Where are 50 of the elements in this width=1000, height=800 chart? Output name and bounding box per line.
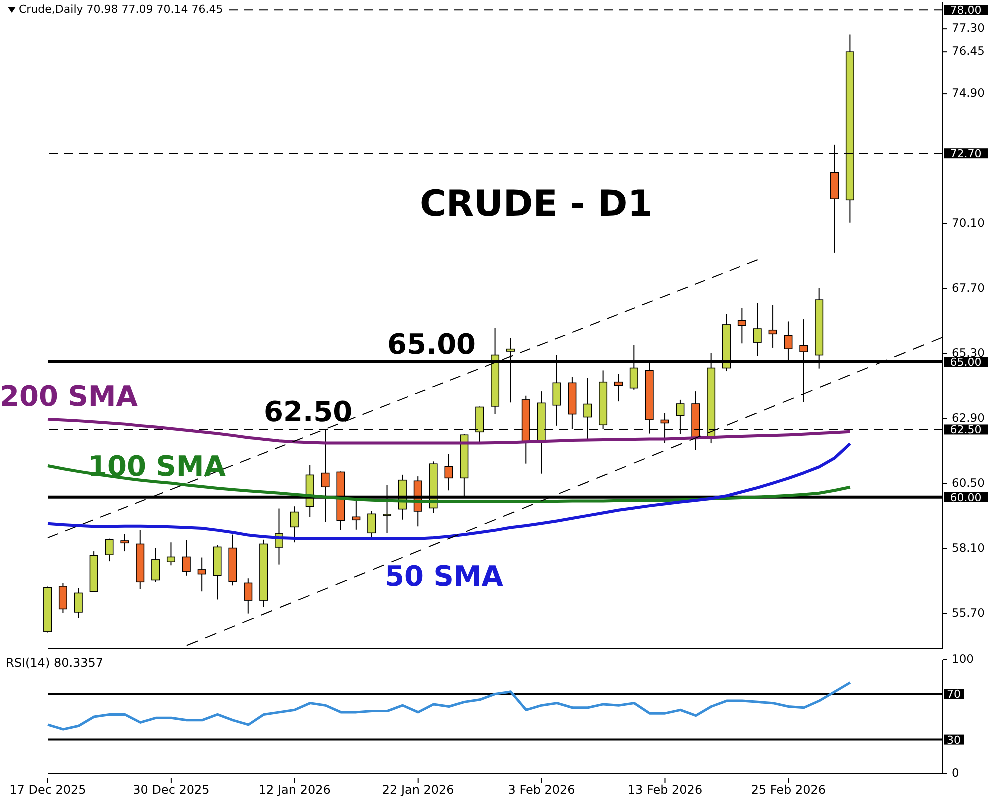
x-tick-label: 30 Dec 2025 — [133, 783, 210, 797]
ref-line-label: 62.50 — [950, 424, 982, 437]
x-tick-label: 3 Feb 2026 — [508, 783, 576, 797]
x-tick-label: 22 Jan 2026 — [382, 783, 454, 797]
candlestick — [244, 578, 253, 614]
ref-line-label: 72.70 — [950, 148, 982, 161]
y-tick-label: 76.45 — [952, 44, 985, 58]
ref-line-label: 60.00 — [950, 491, 982, 504]
candlestick — [614, 374, 623, 402]
chart-title: RSI(14) 80.3357 — [6, 656, 104, 670]
candlestick — [152, 548, 160, 583]
candlestick — [58, 582, 68, 614]
text: CRUDE - D1 — [420, 184, 653, 225]
candlestick — [166, 542, 176, 566]
candlestick — [120, 534, 130, 552]
candlestick — [290, 506, 299, 544]
annotation: Crude,Daily 70.98 77.09 70.14 76.45 — [19, 3, 224, 16]
candlestick — [368, 510, 376, 539]
x-tick-label: 17 Dec 2025 — [10, 783, 86, 797]
y-tick-label: 58.10 — [952, 540, 985, 555]
annotation: 62.50 — [264, 396, 353, 429]
y-tick-label: 0 — [952, 766, 960, 780]
x-tick-label: 13 Feb 2026 — [628, 783, 703, 797]
y-tick-label: 77.30 — [952, 21, 985, 36]
candlestick — [753, 302, 762, 357]
series-label: 200 SMA — [0, 380, 138, 413]
y-tick-label: 100 — [952, 652, 974, 666]
ref-line-label: 30 — [947, 734, 961, 747]
y-tick-label: 70.10 — [952, 216, 985, 230]
line-series — [46, 682, 852, 731]
x-tick-label: 25 Feb 2026 — [751, 783, 826, 797]
annotation: 65.00 — [387, 328, 476, 362]
candlestick — [74, 588, 83, 619]
candlestick — [182, 540, 191, 576]
ref-line-label: 70 — [947, 688, 961, 702]
x-tick-label: 12 Jan 2026 — [258, 783, 331, 797]
candlestick — [738, 308, 746, 344]
candlestick — [105, 538, 114, 562]
candlestick — [768, 304, 778, 348]
ref-line-label: 78.00 — [950, 4, 982, 18]
candlestick — [444, 454, 454, 492]
candlestick — [352, 498, 361, 530]
y-tick-label: 74.90 — [952, 86, 985, 100]
candlestick — [198, 557, 206, 592]
y-tick-label: 60.50 — [952, 476, 985, 490]
ref-line-label: 65.00 — [950, 356, 982, 370]
y-tick-label: 55.70 — [952, 606, 985, 620]
series-label: 50 SMA — [385, 560, 504, 593]
y-tick-label: 67.70 — [952, 280, 985, 295]
y-tick-label: 62.90 — [952, 410, 985, 425]
